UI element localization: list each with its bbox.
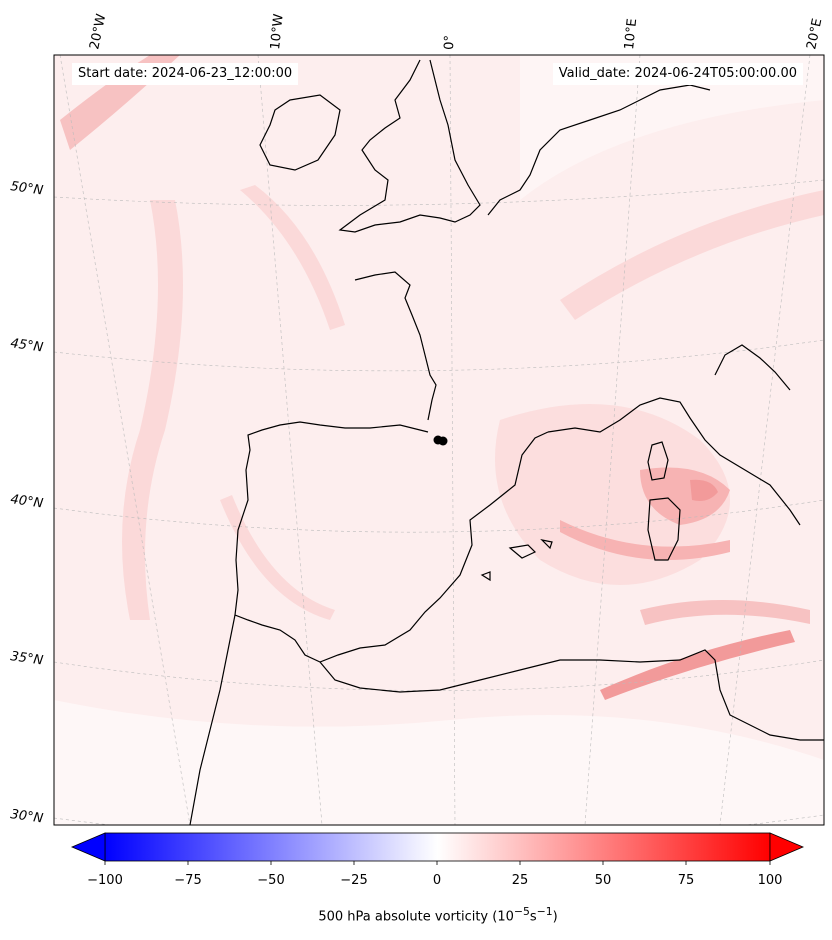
lon-label-10w: 10°W (268, 13, 287, 50)
vorticity-field (54, 55, 824, 825)
colorbar-label-mid: s (529, 909, 537, 925)
colorbar-label-exp2: −1 (536, 905, 553, 918)
map-frame (53, 54, 825, 826)
colorbar-label: 500 hPa absolute vorticity (10 (318, 909, 514, 925)
colorbar-label-exp1: −5 (513, 905, 530, 918)
lon-label-20e: 20°E (804, 17, 825, 51)
cbar-tick-0: −100 (87, 873, 123, 888)
lon-label-10e: 10°E (622, 18, 640, 51)
lat-labels: 50°N 45°N 40°N 35°N 30°N (9, 179, 44, 826)
start-date-label: Start date: 2024-06-23_12:00:00 (72, 63, 299, 85)
lat-label-35n: 35°N (9, 649, 44, 668)
cbar-tick-1: −75 (174, 873, 201, 888)
lat-label-50n: 50°N (9, 179, 44, 198)
lon-labels: 20°W 10°W 0° 10°E 20°E (87, 12, 825, 50)
lat-label-40n: 40°N (9, 492, 44, 511)
cbar-tick-4: 0 (433, 873, 441, 888)
lat-label-45n: 45°N (9, 336, 44, 355)
cbar-tick-3: −25 (340, 873, 367, 888)
cbar-tick-8: 100 (758, 873, 783, 888)
colorbar: −100 −75 −50 −25 0 25 50 75 100 (70, 832, 805, 888)
lon-label-20w: 20°W (87, 12, 109, 50)
cbar-tick-6: 50 (595, 873, 612, 888)
graticule (54, 55, 824, 825)
valid-date-label: Valid_date: 2024-06-24T05:00:00.00 (552, 63, 803, 85)
cbar-tick-5: 25 (512, 873, 529, 888)
lat-label-30n: 30°N (9, 807, 44, 826)
coastlines (189, 59, 824, 825)
cbar-tick-2: −50 (257, 873, 284, 888)
cbar-tick-7: 75 (678, 873, 695, 888)
colorbar-title: 500 hPa absolute vorticity (10−5s−1) (0, 905, 832, 924)
marker-dots (433, 435, 448, 446)
lon-label-0: 0° (442, 35, 458, 50)
colorbar-label-end: ) (552, 909, 558, 925)
